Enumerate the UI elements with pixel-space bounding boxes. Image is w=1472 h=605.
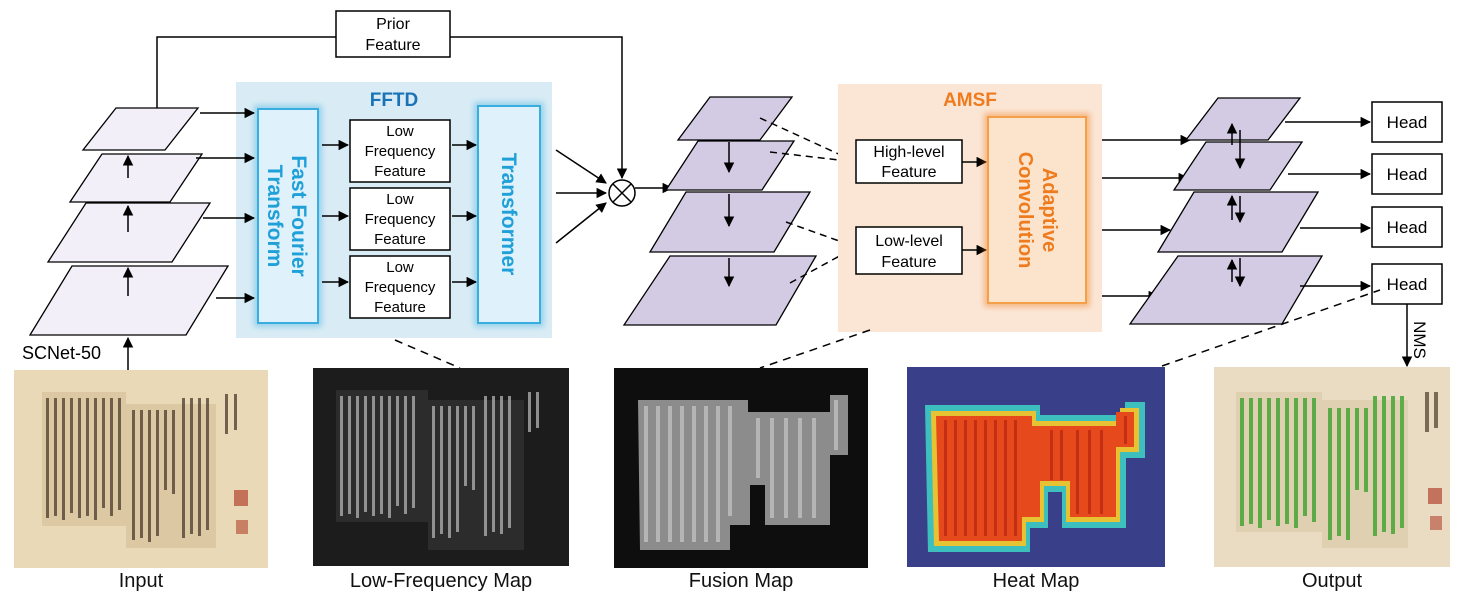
fftd-title: FFTD [370,90,419,111]
backbone-pyramid [28,107,230,336]
svg-text:Feature: Feature [881,254,936,271]
svg-text:Frequency: Frequency [365,143,436,160]
svg-text:Low: Low [386,191,414,208]
fusion-map [614,368,868,568]
caption-fusion-map: Fusion Map [688,570,794,592]
low-frequency-feature-2: Low Frequency Feature [349,187,451,251]
svg-text:Adaptive: Adaptive [1038,168,1060,252]
caption-heat-map: Heat Map [992,570,1080,592]
svg-text:Feature: Feature [374,163,426,180]
svg-text:Feature: Feature [374,231,426,248]
svg-text:Transformer: Transformer [497,153,520,276]
transformer-block [477,105,541,324]
svg-text:Feature: Feature [881,164,936,181]
caption-output: Output [1301,570,1363,592]
svg-text:Frequency: Frequency [365,279,436,296]
prior-feature-line1: Prior [376,16,410,33]
prior-feature-line2: Feature [365,37,420,54]
svg-text:Low: Low [386,123,414,140]
svg-text:Low: Low [386,259,414,276]
caption-input: Input [118,570,164,592]
caption-low-frequency-map: Low-Frequency Map [349,570,533,592]
svg-text:Transform: Transform [263,165,286,268]
head-1: Head [1371,101,1443,143]
svg-text:Frequency: Frequency [365,211,436,228]
head-2: Head [1371,153,1443,195]
svg-text:Head: Head [1387,275,1428,294]
input-image [14,370,268,568]
output-image [1214,367,1450,567]
svg-text:Low-level: Low-level [875,233,943,250]
head-3: Head [1371,206,1443,248]
svg-text:NMS: NMS [1410,321,1429,359]
svg-text:Head: Head [1387,113,1428,132]
adaptive-convolution-block [987,116,1087,304]
backbone-label: SCNet-50 [22,343,101,363]
low-level-feature: Low-level Feature [855,226,963,275]
adaptive-convolution-label: Adaptive Convolution [1014,152,1060,269]
heat-map [907,367,1165,567]
svg-text:High-level: High-level [873,144,944,161]
svg-text:Fast Fourier: Fast Fourier [287,155,310,276]
low-frequency-map [313,368,569,566]
amsf-title: AMSF [943,90,997,111]
head-4: Head [1371,263,1443,305]
nms-label: NMS [1410,321,1429,359]
svg-text:Convolution: Convolution [1014,152,1036,269]
high-level-feature: High-level Feature [855,139,963,184]
fft-label: Fast Fourier Transform [263,155,310,276]
fusion-pyramid [622,96,818,326]
svg-text:Head: Head [1387,165,1428,184]
output-pyramid [1128,97,1324,325]
fft-block [257,108,319,324]
prior-feature-box [335,10,451,58]
svg-text:Feature: Feature [374,299,426,316]
low-frequency-feature-3: Low Frequency Feature [349,255,451,319]
transformer-label: Transformer [497,153,520,276]
svg-text:Head: Head [1387,218,1428,237]
low-frequency-feature-1: Low Frequency Feature [349,119,451,183]
